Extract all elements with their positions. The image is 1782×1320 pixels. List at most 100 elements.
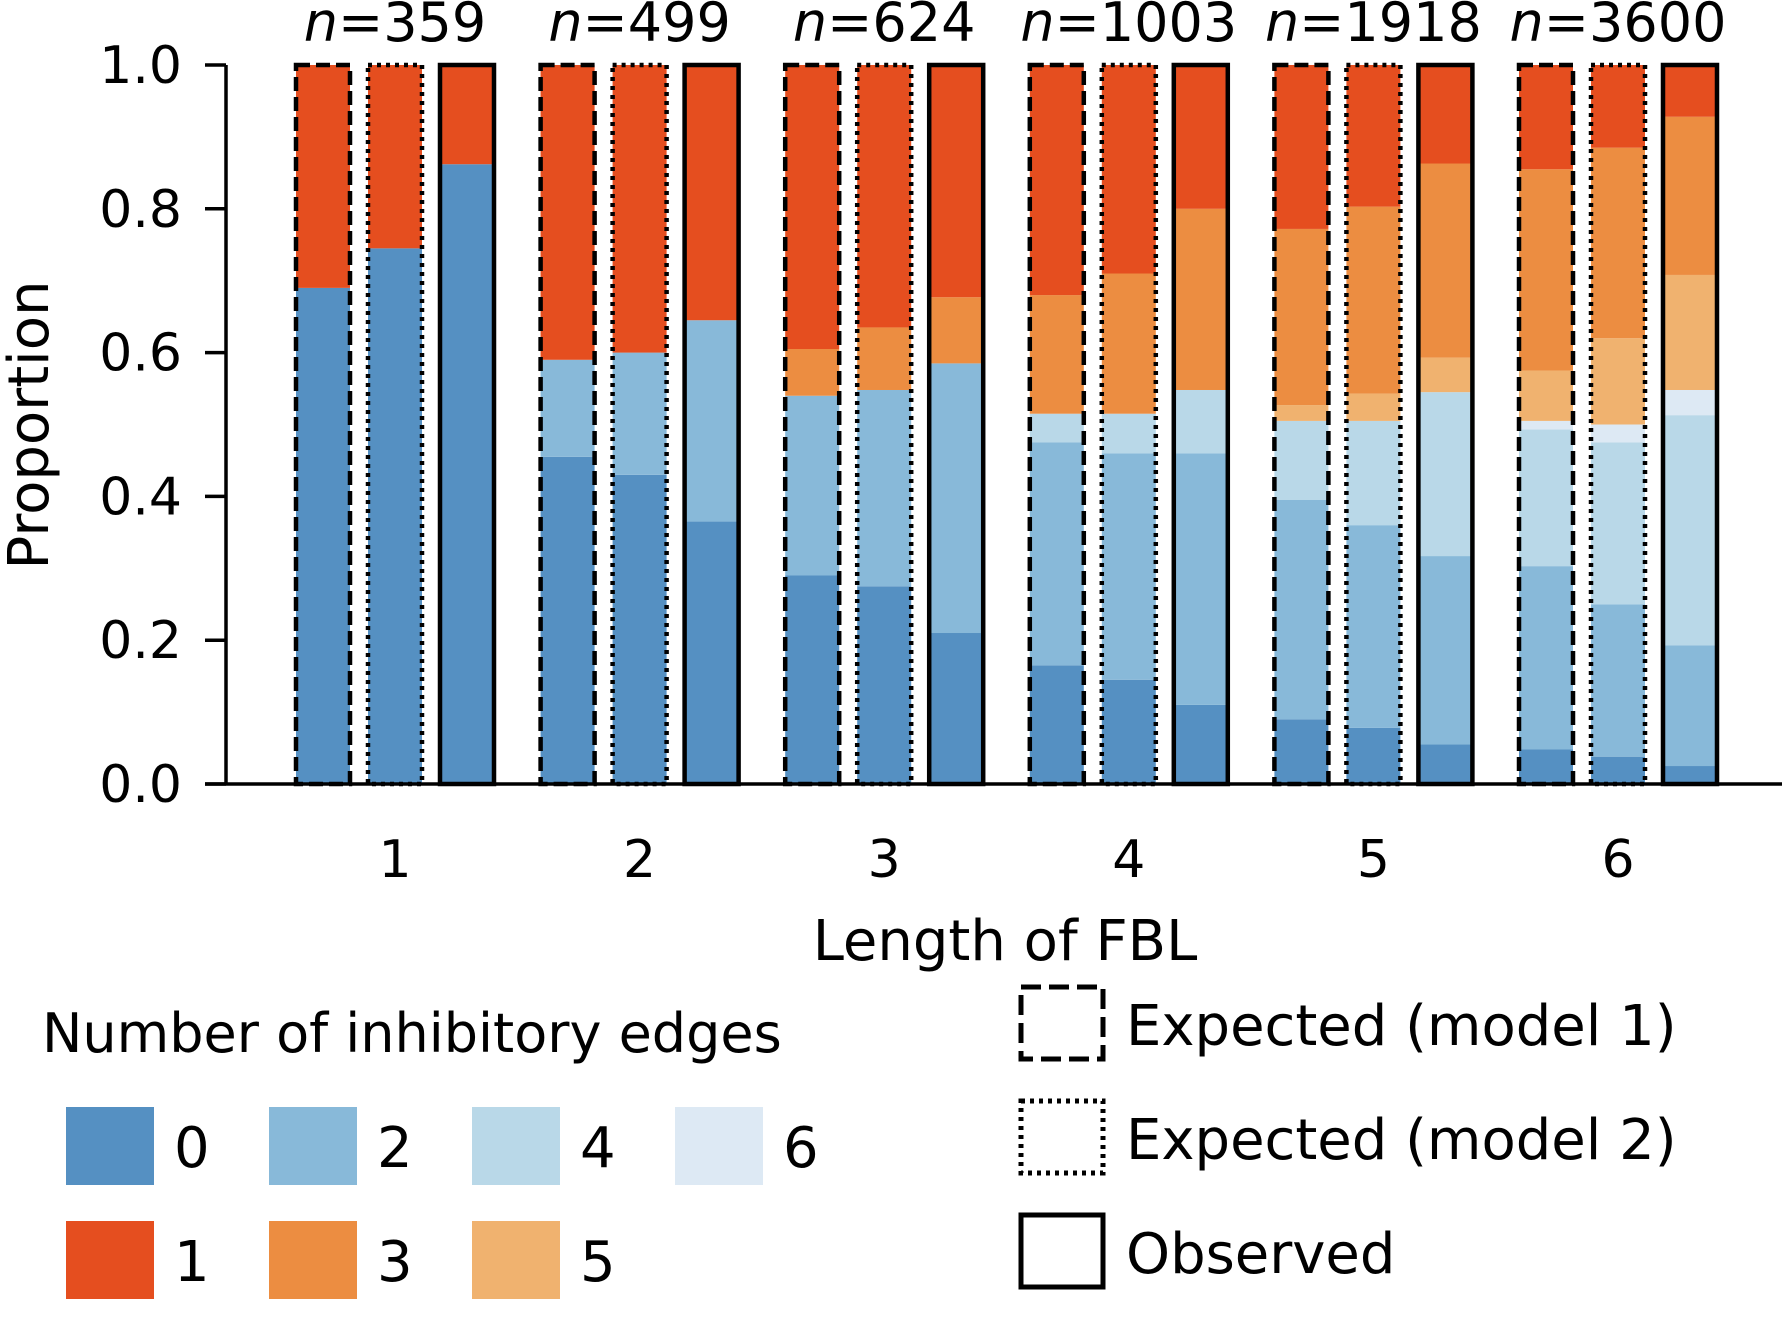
bar-segment-5-model1-class-1 [1274, 65, 1329, 229]
bar-type-legend: Expected (model 1) Expected (model 2) Obse… [1018, 984, 1677, 1290]
bar-segment-6-model1-class-1 [1519, 65, 1573, 170]
bar-segment-3-model2-class-1 [857, 65, 912, 328]
bar-segment-2-observed-class-0 [684, 521, 739, 784]
y-tick-label-0.2: 0.2 [99, 611, 182, 671]
bar-segment-1-model1-class-0 [296, 287, 350, 784]
bar-segment-6-observed-class-3 [1663, 116, 1717, 275]
n-label-2: n=499 [548, 0, 731, 54]
bar-segment-6-model2-class-4 [1591, 442, 1645, 605]
bar-segment-2-observed-class-1 [684, 65, 739, 321]
bar-group-1: n=359 [293, 0, 497, 787]
bar-segment-1-model2-class-1 [368, 65, 422, 249]
bar-segment-4-observed-class-1 [1173, 65, 1228, 209]
edge-legend-swatch-5 [472, 1221, 560, 1299]
n-label-4: n=1003 [1020, 0, 1237, 54]
type-legend-label-model2: Expected (model 2) [1126, 1108, 1677, 1173]
bar-segment-5-model2-class-0 [1346, 727, 1401, 784]
bar-segment-5-observed-class-1 [1418, 65, 1473, 164]
bar-segment-6-observed-class-5 [1663, 274, 1717, 390]
edge-legend-label-2: 2 [377, 1116, 413, 1181]
bar-segment-6-model1-class-0 [1519, 749, 1573, 784]
bar-segment-6-observed-class-2 [1663, 645, 1717, 767]
bar-group-6: n=3600 [1510, 0, 1727, 787]
bar-segment-2-model1-class-0 [540, 456, 595, 784]
bar-segment-3-observed-class-3 [929, 297, 984, 364]
bar-group-2: n=499 [538, 0, 741, 787]
bar-segment-5-observed-class-0 [1418, 744, 1473, 784]
bar-segment-5-model1-class-0 [1274, 719, 1329, 784]
bar-segment-5-model2-class-1 [1346, 65, 1401, 207]
bar-segment-6-model1-class-2 [1519, 566, 1573, 750]
y-tick-label-0.4: 0.4 [99, 467, 182, 527]
bar-segment-4-model2-class-4 [1101, 413, 1156, 454]
bar-segment-5-model1-class-5 [1274, 405, 1329, 421]
bar-segment-5-observed-class-2 [1418, 556, 1473, 745]
n-label-6: n=3600 [1510, 0, 1727, 54]
bar-group-4: n=1003 [1020, 0, 1237, 787]
bar-outline-3-model2 [854, 62, 914, 787]
type-legend-label-model1: Expected (model 1) [1126, 994, 1677, 1059]
bar-segment-1-model2-class-0 [368, 248, 422, 785]
edge-legend-title: Number of inhibitory edges [42, 1002, 782, 1065]
bar-segment-4-model2-class-0 [1101, 679, 1156, 784]
edge-legend-label-5: 5 [580, 1230, 616, 1295]
edge-legend-label-3: 3 [377, 1230, 413, 1295]
bar-segment-2-observed-class-2 [684, 320, 739, 522]
x-tick-label-2: 2 [623, 830, 656, 890]
bar-segment-4-model2-class-3 [1101, 273, 1156, 414]
bar-group-5: n=1918 [1265, 0, 1482, 787]
bar-segment-4-model1-class-4 [1029, 413, 1084, 443]
bar-segment-4-model1-class-2 [1029, 442, 1084, 666]
bar-segment-2-model1-class-1 [540, 65, 595, 360]
edge-legend-label-0: 0 [174, 1116, 210, 1181]
bar-segment-4-model1-class-3 [1029, 295, 1084, 414]
y-tick-label-0.6: 0.6 [99, 324, 182, 384]
bar-segment-5-observed-class-5 [1418, 357, 1473, 393]
bar-segment-3-observed-class-1 [929, 65, 984, 298]
edge-legend-swatch-6 [675, 1107, 763, 1185]
bar-segment-3-model2-class-2 [857, 389, 912, 587]
bar-segment-3-model1-class-0 [785, 575, 840, 784]
bar-segment-5-model2-class-2 [1346, 525, 1401, 728]
bar-segment-5-observed-class-3 [1418, 163, 1473, 358]
bar-segment-6-model2-class-1 [1591, 65, 1645, 148]
edge-legend-swatch-0 [66, 1107, 154, 1185]
axes: 1 2 3 4 5 6 0.0 0.2 0.4 0.6 0.8 1.0 [99, 36, 1782, 890]
bar-segment-2-model1-class-2 [540, 359, 595, 457]
bar-segment-5-observed-class-4 [1418, 392, 1473, 557]
edge-legend-swatch-1 [66, 1221, 154, 1299]
bar-segment-6-observed-class-1 [1663, 65, 1717, 117]
bar-segment-6-model1-class-5 [1519, 370, 1573, 421]
edge-legend-swatch-4 [472, 1107, 560, 1185]
bar-segment-3-observed-class-2 [929, 363, 984, 634]
bar-outline-4-model2 [1099, 62, 1159, 787]
y-tick-label-0.8: 0.8 [99, 180, 182, 240]
bar-segment-1-observed-class-0 [440, 164, 494, 785]
type-legend-swatch-model1 [1018, 984, 1106, 1062]
type-legend-swatch-model2 [1018, 1098, 1106, 1176]
bar-segment-4-model1-class-0 [1029, 665, 1084, 784]
bar-segment-6-model1-class-4 [1519, 429, 1573, 567]
x-tick-label-5: 5 [1357, 830, 1390, 890]
bar-group-3: n=624 [782, 0, 986, 787]
bar-segment-1-model1-class-1 [296, 65, 350, 288]
y-tick-label-0.0: 0.0 [99, 755, 182, 815]
edge-legend-label-6: 6 [783, 1116, 819, 1181]
edge-legend-label-4: 4 [580, 1116, 616, 1181]
bar-segment-6-observed-class-6 [1663, 389, 1717, 416]
x-tick-label-3: 3 [868, 830, 901, 890]
bar-segment-5-model1-class-4 [1274, 420, 1329, 500]
bar-segment-4-observed-class-4 [1173, 389, 1228, 454]
bar-segment-6-model2-class-5 [1591, 338, 1645, 425]
edge-legend-swatch-2 [269, 1107, 357, 1185]
bar-segment-4-observed-class-3 [1173, 208, 1228, 390]
bar-segment-5-model1-class-2 [1274, 499, 1329, 720]
bar-segment-4-model2-class-2 [1101, 453, 1156, 680]
n-label-5: n=1918 [1265, 0, 1482, 54]
edge-legend-label-1: 1 [174, 1230, 210, 1295]
bar-segment-3-model1-class-1 [785, 65, 840, 350]
bar-outline-6-model2 [1588, 62, 1648, 787]
bar-outline-5-model2 [1344, 62, 1403, 787]
bar-segment-5-model2-class-4 [1346, 420, 1401, 526]
